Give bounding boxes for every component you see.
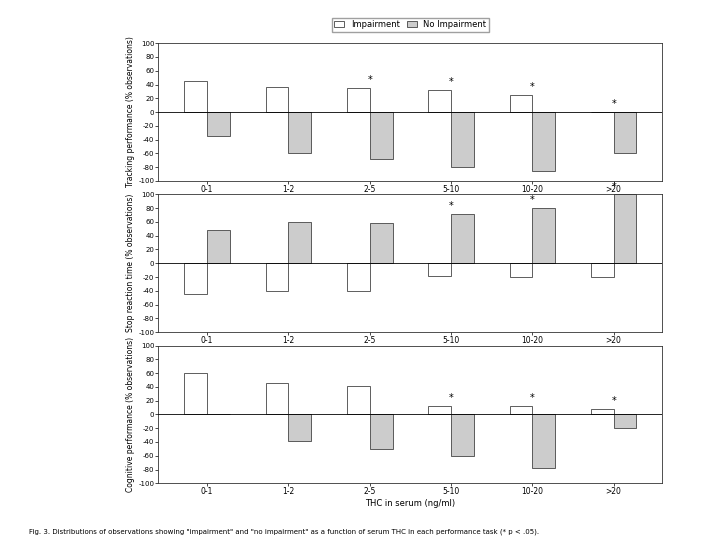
Text: *: * [611, 181, 616, 192]
Text: *: * [449, 201, 454, 211]
Bar [532, 415, 555, 468]
Bar [510, 95, 532, 112]
Bar [370, 224, 392, 263]
Bar [370, 112, 392, 159]
Bar [289, 222, 311, 263]
Text: *: * [367, 75, 372, 85]
Bar [184, 373, 207, 415]
Bar [428, 90, 451, 112]
Text: *: * [530, 394, 535, 403]
Bar [613, 194, 636, 263]
Text: Fig. 3. Distributions of observations showing "impairment" and "no impairment" a: Fig. 3. Distributions of observations sh… [29, 528, 539, 535]
Y-axis label: Stop reaction time (% observations): Stop reaction time (% observations) [127, 194, 135, 333]
Bar [266, 86, 289, 112]
Text: *: * [530, 195, 535, 205]
Y-axis label: Cognitive performance (% observations): Cognitive performance (% observations) [127, 337, 135, 492]
Bar [510, 406, 532, 415]
Bar [591, 409, 613, 415]
Bar [613, 112, 636, 153]
Bar [266, 383, 289, 415]
Bar [184, 81, 207, 112]
Legend: Impairment, No Impairment: Impairment, No Impairment [332, 18, 489, 32]
Text: *: * [449, 394, 454, 403]
Bar [184, 263, 207, 294]
Bar [532, 208, 555, 263]
Bar [613, 415, 636, 428]
X-axis label: THC in serum (ng/ml): THC in serum (ng/ml) [365, 500, 456, 508]
Y-axis label: Tracking performance (% observations): Tracking performance (% observations) [127, 37, 135, 187]
Bar [510, 263, 532, 277]
Text: *: * [611, 99, 616, 109]
Bar [591, 263, 613, 277]
Text: *: * [449, 77, 454, 87]
Bar [451, 112, 474, 167]
Bar [207, 112, 230, 136]
Bar [451, 214, 474, 263]
Bar [266, 263, 289, 291]
Bar [347, 386, 370, 415]
Bar [289, 415, 311, 441]
Bar [370, 415, 392, 449]
Bar [289, 112, 311, 153]
Bar [347, 88, 370, 112]
Text: *: * [530, 82, 535, 92]
Bar [347, 263, 370, 291]
Text: *: * [611, 396, 616, 406]
Bar [428, 263, 451, 275]
Bar [451, 415, 474, 456]
Bar [428, 406, 451, 415]
Bar [532, 112, 555, 171]
Bar [207, 230, 230, 263]
